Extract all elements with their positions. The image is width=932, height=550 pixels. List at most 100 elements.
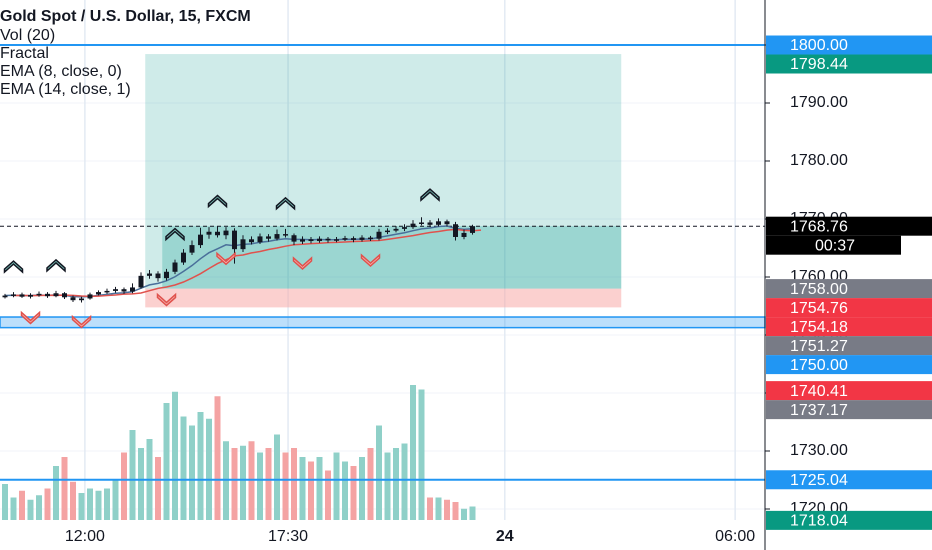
- price-axis: 1720.001730.001740.001750.001760.001770.…: [765, 35, 932, 530]
- x-tick-label: 12:00: [65, 528, 105, 545]
- candle-body: [198, 234, 203, 246]
- countdown-badge: [766, 235, 901, 255]
- volume-bar: [206, 418, 212, 520]
- candle-body: [419, 222, 424, 224]
- volume-bar: [342, 461, 348, 520]
- candle-body: [147, 273, 152, 276]
- legend-item: EMA (8, close, 0): [0, 63, 122, 80]
- volume-bar: [461, 508, 467, 520]
- candle-body: [351, 238, 356, 240]
- candle-body: [113, 289, 118, 291]
- price-badge-label: 1800.00: [790, 37, 848, 54]
- candle-body: [130, 287, 135, 292]
- candle-body: [274, 234, 280, 239]
- price-badge: [766, 510, 932, 530]
- fractal-up: [275, 196, 296, 211]
- volume-bar: [240, 445, 246, 520]
- volume-bar: [325, 470, 331, 520]
- candle-body: [444, 221, 450, 225]
- candle-body: [393, 228, 399, 231]
- volume-bar: [401, 443, 408, 520]
- candle-body: [45, 293, 50, 297]
- volume-bar: [172, 391, 178, 520]
- volume-bar: [129, 430, 136, 520]
- candle-body: [189, 245, 195, 253]
- volume-bar: [308, 461, 314, 520]
- candle-body: [308, 239, 314, 242]
- price-badge: [766, 35, 932, 55]
- price-badge-label: 1758.00: [790, 281, 848, 298]
- price-badge: [766, 470, 932, 490]
- candle-body: [359, 237, 365, 240]
- price-badge: [766, 336, 932, 356]
- price-badge: [766, 381, 932, 401]
- volume-bar: [27, 499, 34, 520]
- price-badge-label: 1798.44: [790, 56, 848, 73]
- y-tick-label: 1780.00: [790, 152, 848, 169]
- volume-bar: [112, 479, 119, 520]
- fractal-up: [3, 260, 24, 274]
- legend-item: Fractal: [0, 45, 49, 62]
- candle-body: [334, 239, 339, 241]
- volume-bar: [367, 448, 374, 520]
- candle-body: [232, 230, 237, 250]
- volume-bar: [274, 434, 280, 520]
- volume-bar: [333, 452, 340, 520]
- volume-bar: [44, 488, 51, 520]
- countdown-label: 00:37: [815, 237, 855, 254]
- volume-bar: [19, 490, 25, 520]
- volume-bar: [2, 484, 8, 520]
- grid: [0, 0, 765, 520]
- candle-body: [410, 223, 416, 228]
- candle-body: [257, 236, 263, 243]
- candle-body: [249, 239, 254, 243]
- volume-bar: [231, 448, 238, 520]
- volume-bar: [282, 452, 289, 520]
- x-tick-label: 06:00: [715, 528, 755, 545]
- volume-bar: [189, 425, 195, 520]
- volume-bar: [155, 457, 161, 520]
- price-badge-label: 1740.41: [790, 383, 848, 400]
- volume-bar: [469, 506, 476, 520]
- fractal-down: [20, 310, 41, 325]
- volume-bar: [87, 488, 93, 520]
- candle-body: [385, 230, 390, 233]
- price-badge-label: 1751.27: [790, 338, 848, 355]
- price-badge: [766, 279, 932, 299]
- filled-zone: [162, 226, 622, 289]
- fractal-down: [292, 256, 313, 270]
- volume-pane: [2, 385, 476, 520]
- x-tick-label: 24: [496, 528, 514, 545]
- candle-body: [138, 275, 144, 288]
- candle-body: [266, 236, 271, 239]
- candle-body: [436, 221, 441, 225]
- candle-body: [36, 293, 42, 296]
- candle-body: [300, 239, 305, 242]
- candle-body: [402, 227, 407, 229]
- price-badge-label: 1754.76: [790, 300, 848, 317]
- candle-body: [87, 294, 93, 299]
- x-tick-label: 17:30: [268, 528, 308, 545]
- legend-item: Vol (20): [0, 27, 55, 44]
- fractal-up: [165, 227, 185, 242]
- price-badge: [766, 317, 932, 337]
- volume-bar: [78, 493, 85, 520]
- volume-bar: [435, 497, 442, 520]
- candles: [2, 217, 475, 303]
- volume-bar: [121, 452, 127, 520]
- candle-body: [291, 235, 297, 242]
- candle-body: [181, 252, 186, 263]
- candle-body: [376, 231, 382, 239]
- candle-body: [317, 238, 322, 242]
- volume-bar: [214, 396, 221, 520]
- price-badge: [766, 216, 932, 236]
- volume-bar: [393, 448, 399, 520]
- candle-body: [223, 230, 229, 236]
- candle-body: [461, 232, 467, 237]
- volume-bar: [384, 452, 391, 520]
- volume-bar: [138, 448, 144, 520]
- candle-body: [121, 289, 127, 292]
- horizontal-band: [0, 316, 766, 329]
- candle-body: [172, 262, 178, 272]
